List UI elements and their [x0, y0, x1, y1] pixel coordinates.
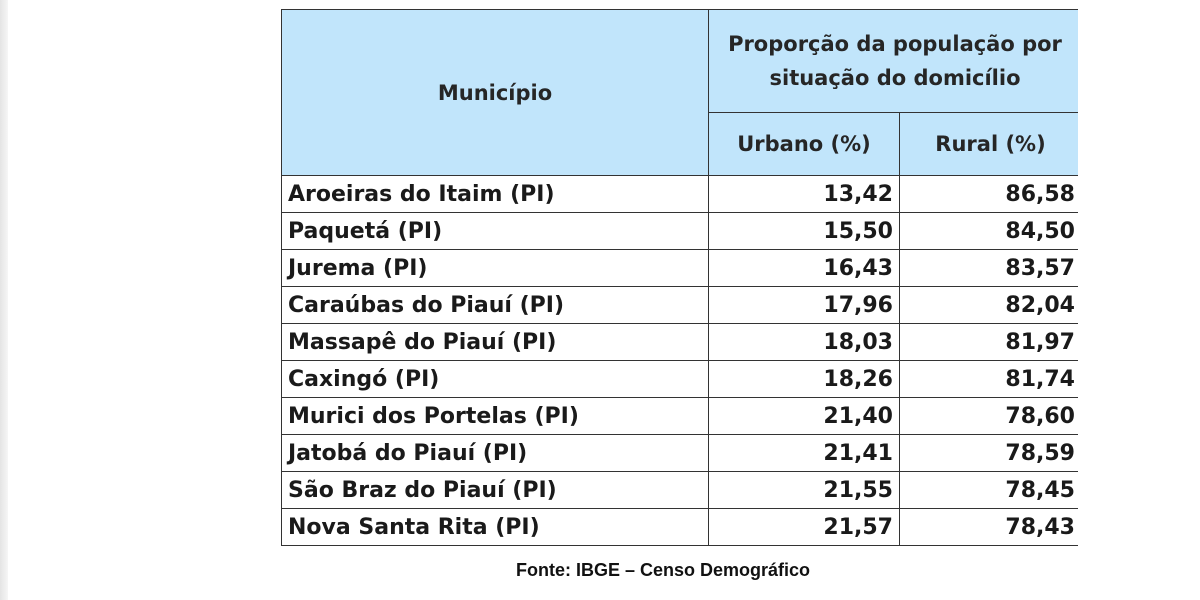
table-row: Caxingó (PI) 18,26 81,74: [281, 360, 1078, 398]
table-row: Massapê do Piauí (PI) 18,03 81,97: [281, 323, 1078, 361]
cell-municipio: São Braz do Piauí (PI): [281, 471, 709, 509]
cell-urbano: 21,40: [708, 397, 900, 435]
population-table: Município Proporção da população por sit…: [281, 9, 1078, 546]
table-row: Murici dos Portelas (PI) 21,40 78,60: [281, 397, 1078, 435]
cell-urbano: 21,41: [708, 434, 900, 472]
subheader-row: Urbano (%) Rural (%): [282, 111, 1078, 177]
cell-municipio: Jatobá do Piauí (PI): [281, 434, 709, 472]
cell-rural: 81,97: [899, 323, 1078, 361]
cell-municipio: Nova Santa Rita (PI): [281, 508, 709, 546]
cell-urbano: 13,42: [708, 175, 900, 213]
cell-urbano: 18,26: [708, 360, 900, 398]
cell-municipio: Caxingó (PI): [281, 360, 709, 398]
cell-municipio: Jurema (PI): [281, 249, 709, 287]
cell-rural: 84,50: [899, 212, 1078, 250]
cell-urbano: 16,43: [708, 249, 900, 287]
cell-municipio: Aroeiras do Itaim (PI): [281, 175, 709, 213]
cell-urbano: 18,03: [708, 323, 900, 361]
cell-urbano: 21,57: [708, 508, 900, 546]
header-urbano: Urbano (%): [708, 111, 900, 177]
cell-rural: 82,04: [899, 286, 1078, 324]
header-rural: Rural (%): [899, 111, 1078, 177]
population-table-container: Município Proporção da população por sit…: [281, 9, 1078, 550]
cell-municipio: Caraúbas do Piauí (PI): [281, 286, 709, 324]
cell-municipio: Paquetá (PI): [281, 212, 709, 250]
cell-urbano: 15,50: [708, 212, 900, 250]
header-group-proporcao: Proporção da população por situação do d…: [708, 9, 1078, 113]
window-edge: [0, 0, 8, 600]
cell-municipio: Murici dos Portelas (PI): [281, 397, 709, 435]
cell-rural: 83,57: [899, 249, 1078, 287]
table-row: Nova Santa Rita (PI) 21,57 78,43: [281, 508, 1078, 546]
cell-rural: 81,74: [899, 360, 1078, 398]
table-row: São Braz do Piauí (PI) 21,55 78,45: [281, 471, 1078, 509]
cell-rural: 78,43: [899, 508, 1078, 546]
cell-rural: 78,59: [899, 434, 1078, 472]
table-row: Jurema (PI) 16,43 83,57: [281, 249, 1078, 287]
cell-urbano: 17,96: [708, 286, 900, 324]
table-row: Jatobá do Piauí (PI) 21,41 78,59: [281, 434, 1078, 472]
cell-rural: 78,60: [899, 397, 1078, 435]
table-row: Aroeiras do Itaim (PI) 13,42 86,58: [281, 175, 1078, 213]
source-note: Fonte: IBGE – Censo Demográfico: [516, 560, 811, 580]
cell-rural: 86,58: [899, 175, 1078, 213]
table-row: Caraúbas do Piauí (PI) 17,96 82,04: [281, 286, 1078, 324]
cell-municipio: Massapê do Piauí (PI): [281, 323, 709, 361]
table-row: Paquetá (PI) 15,50 84,50: [281, 212, 1078, 250]
header-municipio: Município: [281, 9, 709, 176]
cell-urbano: 21,55: [708, 471, 900, 509]
cell-rural: 78,45: [899, 471, 1078, 509]
header-row: Município Proporção da população por sit…: [281, 9, 1078, 176]
